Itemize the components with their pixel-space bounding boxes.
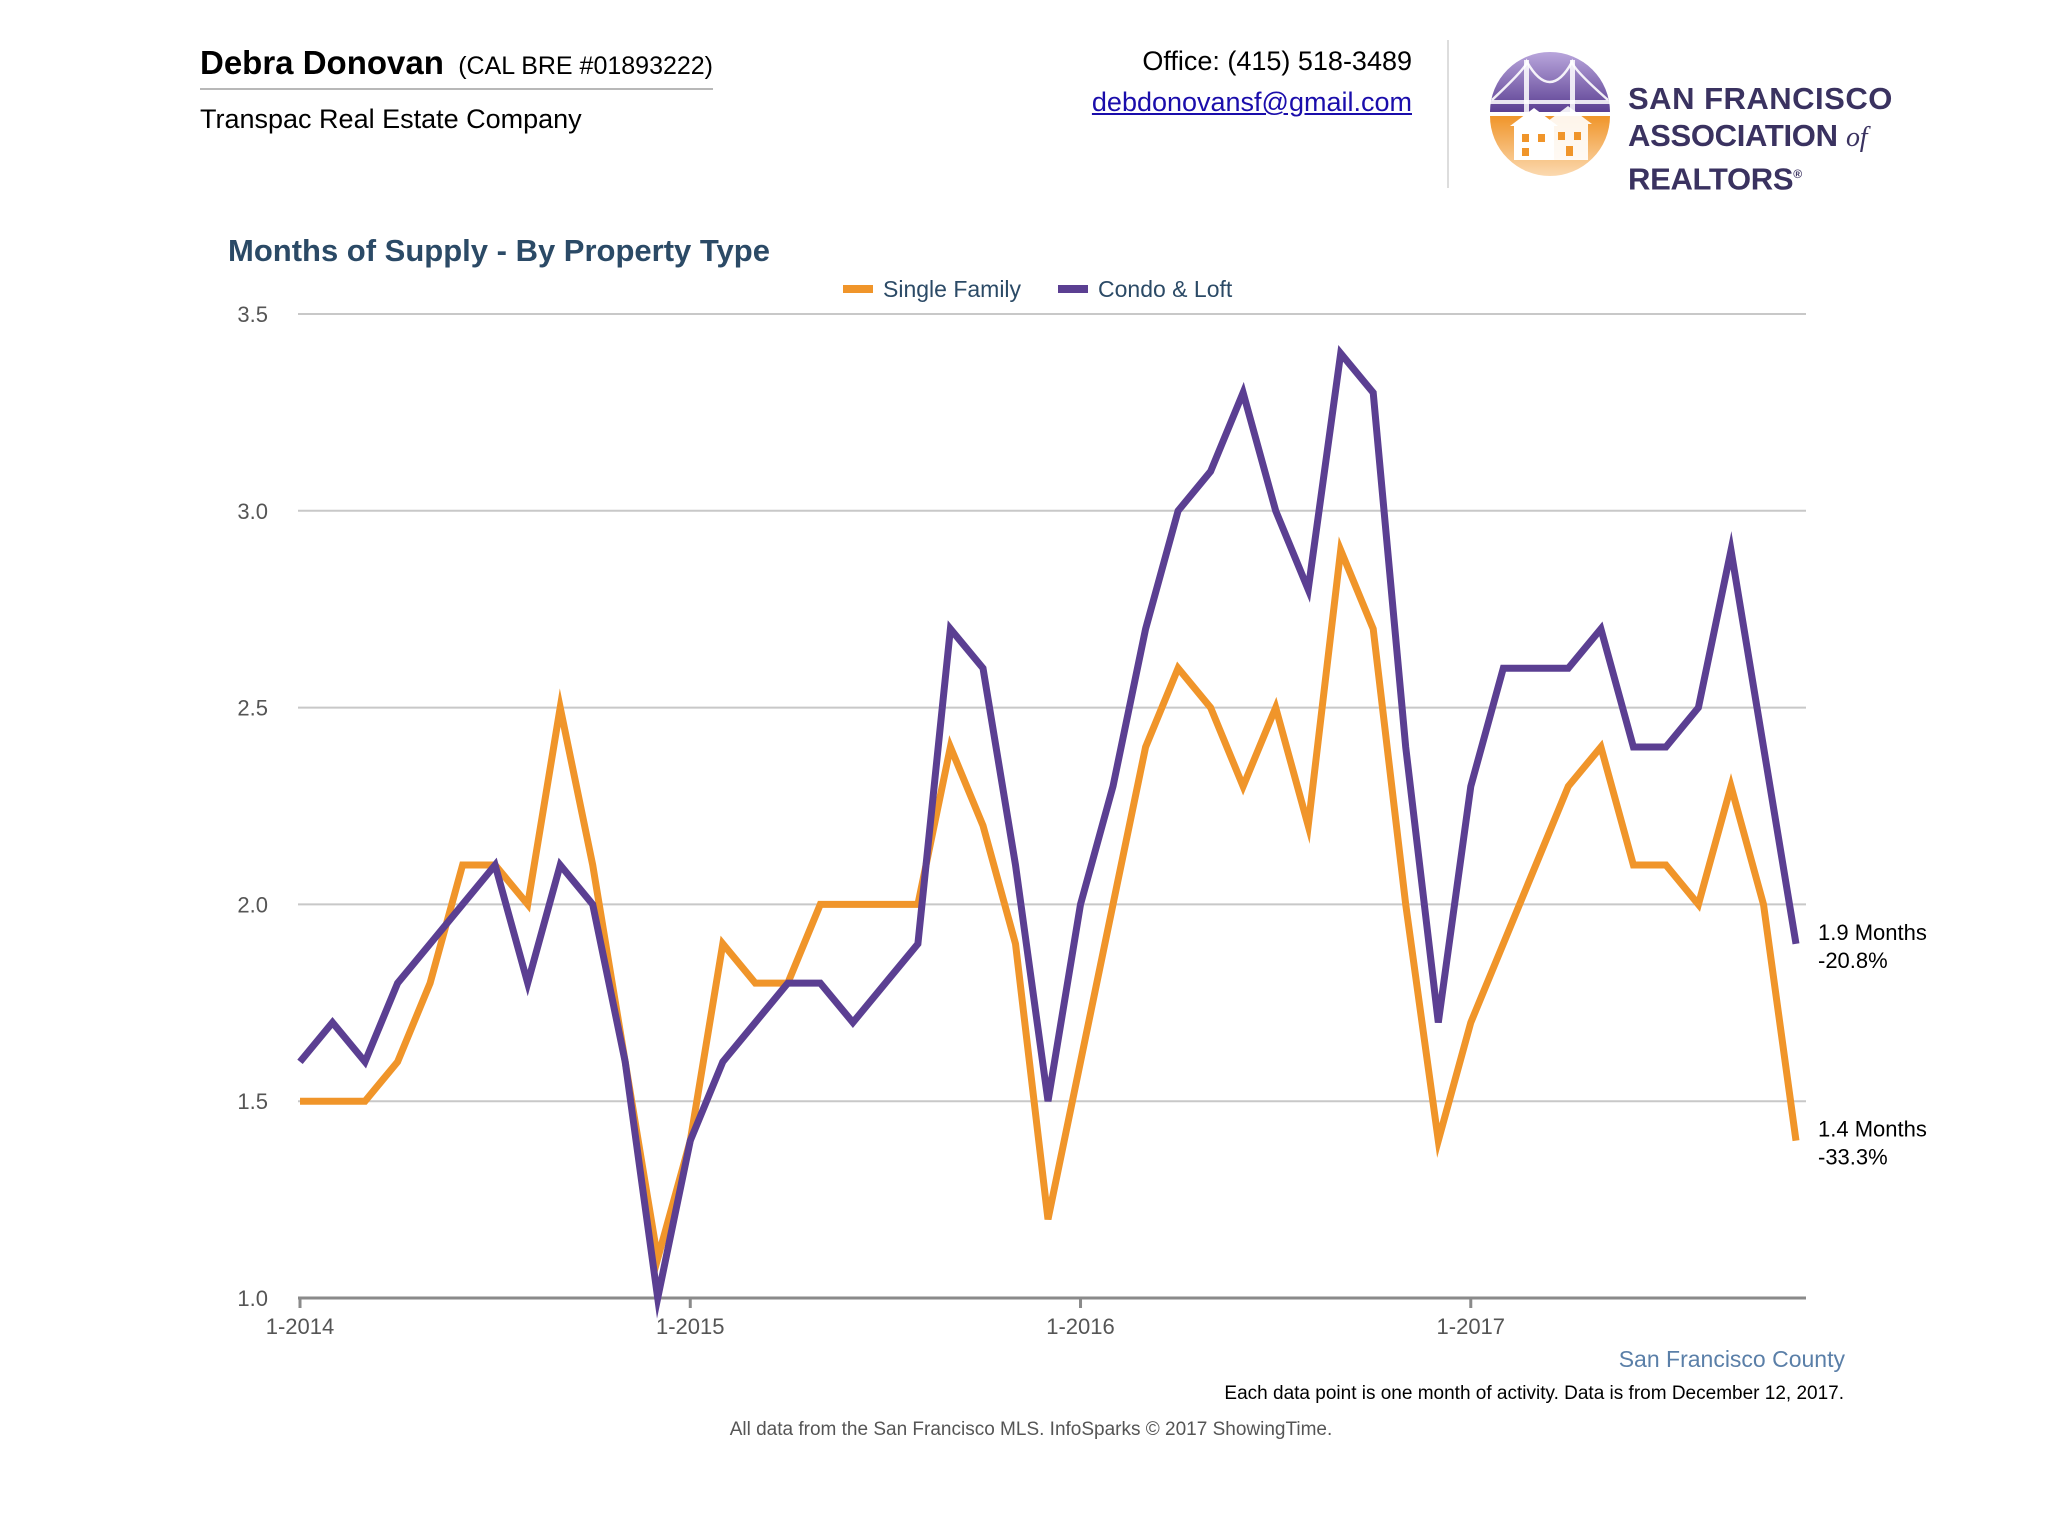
end-labels: 1.4 Months -33.3% 1.9 Months -20.8% bbox=[1818, 920, 1927, 1170]
contact-block: Office: (415) 518-3489 debdonovansf@gmai… bbox=[1092, 46, 1412, 118]
logo-word-of: of bbox=[1846, 122, 1868, 153]
x-tick-label: 1-2016 bbox=[1046, 1314, 1115, 1339]
header-divider bbox=[1447, 40, 1449, 188]
end-label-single-family: 1.4 Months bbox=[1818, 1117, 1927, 1142]
logo-text: SAN FRANCISCO ASSOCIATION of REALTORS® bbox=[1628, 80, 2048, 197]
x-tick-label: 1-2015 bbox=[656, 1314, 725, 1339]
y-tick-label: 1.0 bbox=[237, 1286, 268, 1311]
email-link[interactable]: debdonovansf@gmail.com bbox=[1091, 87, 1412, 117]
y-tick-label: 2.0 bbox=[237, 892, 268, 917]
legend-condo-loft: Condo & Loft bbox=[1098, 276, 1233, 302]
agent-line: Debra Donovan (CAL BRE #01893222) bbox=[200, 44, 714, 90]
end-change-condo-loft: -20.8% bbox=[1818, 948, 1888, 973]
logo-line1: SAN FRANCISCO bbox=[1628, 81, 1893, 116]
logo-registered-mark: ® bbox=[1793, 167, 1802, 181]
agent-company: Transpac Real Estate Company bbox=[200, 104, 582, 134]
series-line-condo-loft bbox=[297, 345, 1800, 1319]
agent-block: Debra Donovan (CAL BRE #01893222) Transp… bbox=[200, 44, 714, 135]
footer-source: All data from the San Francisco MLS. Inf… bbox=[730, 1419, 1333, 1440]
logo-word-association: ASSOCIATION bbox=[1628, 118, 1838, 153]
x-tick-label: 1-2017 bbox=[1437, 1314, 1506, 1339]
end-label-condo-loft: 1.9 Months bbox=[1818, 920, 1927, 945]
agent-name: Debra Donovan bbox=[200, 44, 444, 81]
y-axis-ticks: 1.0 1.5 2.0 2.5 3.0 3.5 bbox=[237, 302, 268, 1311]
golden-gate-houses-icon bbox=[1490, 52, 1610, 176]
logo-word-realtors: REALTORS bbox=[1628, 161, 1794, 197]
y-tick-label: 3.0 bbox=[237, 499, 268, 524]
end-change-single-family: -33.3% bbox=[1818, 1145, 1888, 1170]
y-tick-label: 2.5 bbox=[237, 696, 268, 721]
logo-line2: ASSOCIATION of REALTORS® bbox=[1628, 117, 2048, 197]
chart-title: Months of Supply - By Property Type bbox=[228, 233, 770, 268]
x-tick-label: 1-2014 bbox=[266, 1314, 335, 1339]
legend-swatch-condo-loft bbox=[1058, 285, 1088, 293]
data-note: Each data point is one month of activity… bbox=[1224, 1383, 1844, 1404]
office-phone: Office: (415) 518-3489 bbox=[1142, 46, 1412, 76]
series-lines bbox=[297, 345, 1800, 1319]
x-axis-ticks: 1-2014 1-2015 1-2016 1-2017 bbox=[266, 1298, 1505, 1339]
grid-lines bbox=[298, 313, 1806, 1300]
legend-swatch-single-family bbox=[843, 285, 873, 293]
y-tick-label: 1.5 bbox=[237, 1089, 268, 1114]
region-label: San Francisco County bbox=[1619, 1346, 1846, 1372]
legend-single-family: Single Family bbox=[883, 276, 1022, 302]
agent-license: (CAL BRE #01893222) bbox=[458, 52, 714, 80]
series-line-single-family bbox=[300, 536, 1800, 1275]
y-tick-label: 3.5 bbox=[237, 302, 268, 327]
chart-legend: Single Family Condo & Loft bbox=[843, 276, 1233, 302]
